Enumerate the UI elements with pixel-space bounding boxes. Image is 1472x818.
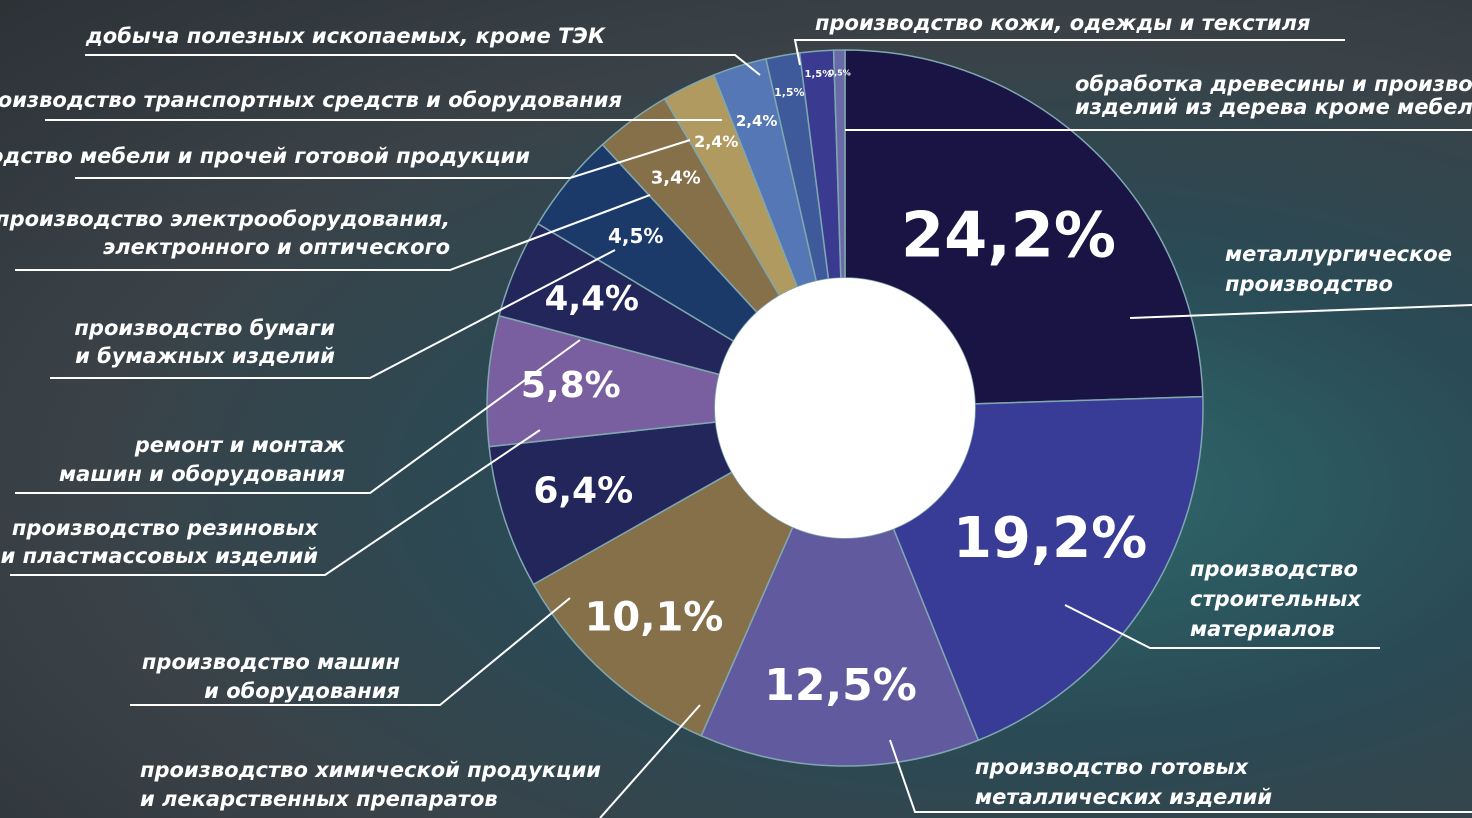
leader-line — [15, 339, 581, 494]
category-label: и бумажных изделий — [75, 344, 335, 368]
leader-line — [1064, 604, 1380, 649]
category-label: производство готовых — [975, 755, 1249, 779]
value-label: 12,5% — [764, 660, 917, 711]
leader-line — [50, 249, 616, 379]
leader-line — [10, 429, 541, 576]
category-label: строительных — [1190, 587, 1362, 611]
category-label: металлургическое — [1225, 242, 1452, 266]
value-label: 4,4% — [545, 279, 639, 319]
category-label: производство химической продукции — [140, 758, 601, 782]
category-label: ремонт и монтаж — [134, 433, 346, 457]
category-label: и оборудования — [204, 679, 400, 703]
value-label: 1,5% — [774, 86, 805, 99]
donut-slice — [532, 471, 794, 737]
leader-line — [1129, 304, 1472, 319]
leader-line — [75, 139, 691, 179]
value-label: 24,2% — [901, 198, 1116, 271]
category-label: изделий из дерева кроме мебели — [1075, 95, 1472, 119]
category-label: производство бумаги — [74, 316, 335, 340]
leader-line — [15, 194, 651, 271]
value-label: 0,5% — [829, 69, 851, 78]
category-label: материалов — [1190, 617, 1335, 641]
leader-line — [793, 39, 1345, 66]
category-label: производство — [1190, 557, 1358, 581]
leader-line — [85, 54, 761, 76]
leader-line — [130, 597, 571, 706]
category-label: металлических изделий — [975, 785, 1272, 809]
category-label: электронного и оптического — [103, 235, 450, 259]
leader-line — [599, 704, 701, 818]
category-label: и лекарственных препаратов — [140, 787, 498, 811]
value-label: 1,5% — [805, 69, 833, 80]
value-label: 2,4% — [736, 112, 778, 130]
value-label: 4,5% — [608, 224, 663, 248]
category-label: машин и оборудования — [59, 462, 345, 486]
category-label: производство мебели и прочей готовой про… — [0, 144, 530, 168]
donut-hole — [715, 278, 975, 538]
category-label: производство резиновых — [12, 516, 320, 540]
category-label: производство — [1225, 272, 1393, 296]
leader-line — [889, 739, 1472, 813]
category-label: производство машин — [142, 650, 400, 674]
category-label: добыча полезных ископаемых, кроме ТЭК — [85, 24, 606, 48]
category-label: и пластмассовых изделий — [1, 544, 319, 568]
category-label: производство электрооборудования, — [0, 207, 450, 231]
value-label: 6,4% — [533, 470, 633, 511]
donut-slice — [700, 526, 980, 767]
category-label: производство кожи, одежды и текстиля — [815, 11, 1310, 35]
category-label: обработка древесины и производство — [1075, 72, 1472, 96]
category-label: производство транспортных средств и обор… — [0, 88, 622, 112]
value-label: 2,4% — [694, 132, 738, 151]
value-label: 19,2% — [953, 506, 1147, 571]
value-label: 10,1% — [585, 595, 724, 641]
value-label: 3,4% — [651, 168, 701, 189]
